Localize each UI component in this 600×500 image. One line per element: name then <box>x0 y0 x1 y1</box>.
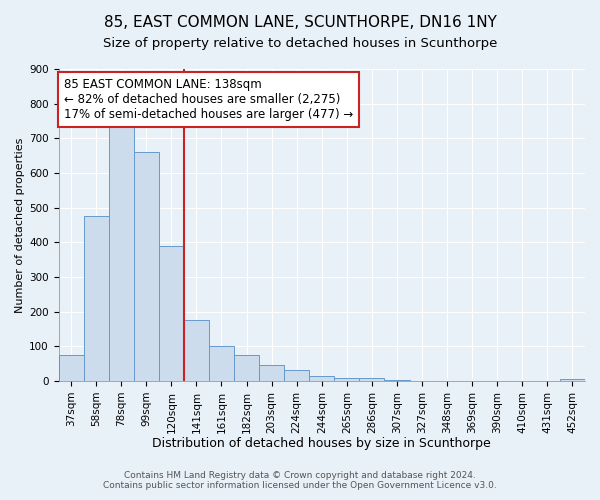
Bar <box>560 380 585 381</box>
Bar <box>109 124 134 381</box>
Bar <box>385 380 410 381</box>
Bar <box>184 320 209 381</box>
Text: Size of property relative to detached houses in Scunthorpe: Size of property relative to detached ho… <box>103 38 497 51</box>
Text: 85, EAST COMMON LANE, SCUNTHORPE, DN16 1NY: 85, EAST COMMON LANE, SCUNTHORPE, DN16 1… <box>104 15 496 30</box>
Text: 85 EAST COMMON LANE: 138sqm
← 82% of detached houses are smaller (2,275)
17% of : 85 EAST COMMON LANE: 138sqm ← 82% of det… <box>64 78 353 122</box>
Bar <box>309 376 334 381</box>
Bar <box>234 355 259 381</box>
Bar <box>259 364 284 381</box>
Y-axis label: Number of detached properties: Number of detached properties <box>15 138 25 312</box>
Bar <box>83 216 109 381</box>
X-axis label: Distribution of detached houses by size in Scunthorpe: Distribution of detached houses by size … <box>152 437 491 450</box>
Bar <box>134 152 159 381</box>
Bar <box>359 378 385 381</box>
Bar <box>334 378 359 381</box>
Bar <box>59 355 83 381</box>
Text: Contains HM Land Registry data © Crown copyright and database right 2024.
Contai: Contains HM Land Registry data © Crown c… <box>103 470 497 490</box>
Bar <box>159 246 184 381</box>
Bar <box>284 370 309 381</box>
Bar <box>209 346 234 381</box>
